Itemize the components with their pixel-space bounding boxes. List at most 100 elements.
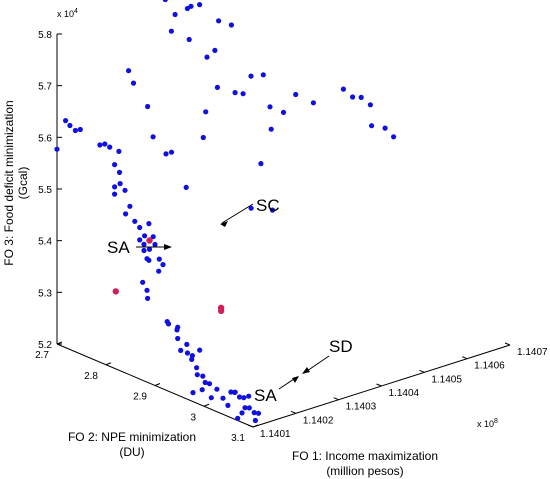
data-point — [77, 126, 83, 133]
data-point — [137, 237, 143, 243]
z-tick-label: 5.2 — [38, 340, 52, 351]
x-tick — [333, 397, 339, 401]
data-point — [391, 134, 397, 140]
z-tick-label: 5.6 — [38, 133, 52, 144]
data-point — [358, 94, 364, 100]
z-tick-label: 5.3 — [38, 288, 52, 299]
data-point — [112, 184, 118, 190]
data-point — [206, 381, 213, 387]
data-point — [112, 162, 118, 168]
data-point — [137, 224, 143, 231]
data-point — [67, 122, 73, 129]
annotation-label-sd: SD — [329, 337, 353, 356]
arrowhead-sa2 — [292, 376, 299, 383]
data-point — [197, 2, 203, 8]
data-point — [186, 36, 192, 43]
data-point — [220, 395, 226, 401]
data-point — [194, 365, 200, 371]
data-point — [127, 203, 133, 209]
data-point — [188, 3, 194, 9]
data-point — [216, 18, 222, 24]
x-tick — [290, 410, 297, 414]
data-point — [204, 54, 210, 60]
y-tick-label: 3 — [190, 412, 196, 423]
x-tick-label: 1.1407 — [517, 347, 548, 358]
highlighted-point-sc — [146, 237, 153, 244]
data-point — [242, 405, 248, 411]
y-tick — [203, 403, 210, 407]
data-point — [174, 327, 180, 333]
x-tick — [419, 369, 425, 373]
y-tick-label: 3.1 — [231, 433, 245, 444]
data-point — [260, 72, 266, 78]
data-point — [156, 256, 162, 262]
data-point — [239, 410, 245, 416]
tick-marks — [56, 33, 511, 428]
data-point — [232, 389, 238, 395]
y-tick — [252, 424, 259, 428]
annotation-label-sc: SC — [256, 196, 280, 215]
x-tick-label: 1.1404 — [389, 388, 420, 399]
data-point — [112, 191, 118, 197]
x-tick-label: 1.1406 — [474, 361, 505, 372]
data-point — [184, 341, 190, 347]
z-tick-label: 5.4 — [38, 237, 52, 248]
data-point — [175, 335, 181, 342]
data-point — [144, 256, 150, 262]
data-point — [232, 90, 238, 96]
data-point — [130, 80, 137, 86]
data-point — [280, 109, 287, 115]
y-tick — [154, 383, 161, 386]
data-point — [165, 321, 172, 327]
y-axis-label-line1: FO 2: NPE minimization — [68, 430, 196, 444]
data-point — [63, 118, 69, 124]
data-point — [140, 279, 146, 285]
x-tick-label: 1.1401 — [260, 429, 291, 440]
annotation-label-sa2: SA — [254, 386, 277, 405]
data-point — [145, 295, 151, 301]
data-point — [248, 73, 254, 79]
data-point — [267, 104, 273, 110]
x-tick-label: 1.1405 — [431, 374, 462, 385]
data-point — [246, 405, 252, 411]
data-point — [236, 394, 243, 400]
data-point — [178, 347, 184, 353]
y-tick-label: 2.8 — [84, 371, 98, 382]
data-point — [152, 241, 158, 248]
data-point — [212, 47, 218, 54]
data-point — [116, 169, 123, 175]
data-point — [183, 184, 189, 190]
data-point — [197, 347, 203, 353]
data-point — [142, 233, 148, 239]
y-axis-label-line2: (DU) — [119, 445, 144, 459]
z-tick-label: 5.8 — [38, 30, 52, 41]
data-point — [122, 187, 128, 193]
data-point — [150, 234, 156, 240]
data-point — [141, 241, 147, 247]
data-point — [208, 395, 214, 401]
x-axis-label-line1: FO 1: Income maximization — [292, 449, 438, 463]
data-point — [255, 410, 262, 416]
y-tick — [105, 362, 112, 366]
z-tick-label: 5.5 — [38, 185, 52, 196]
annotation-arrow-sc — [221, 203, 254, 224]
arrowhead-sd — [302, 367, 310, 374]
data-point — [248, 205, 254, 211]
data-point — [54, 146, 60, 152]
data-point — [146, 221, 152, 227]
data-point — [203, 109, 209, 115]
z-axis-label-line1: FO 3: Food deficit minimization — [2, 100, 16, 265]
data-point — [369, 123, 375, 129]
y-tick-label: 2.7 — [35, 350, 49, 361]
data-point — [184, 350, 191, 356]
x-tick — [247, 424, 254, 428]
data-point — [107, 144, 113, 150]
z-axis-label-line2: (Gcal) — [16, 167, 30, 200]
data-point — [194, 372, 200, 378]
data-point — [117, 181, 123, 187]
data-point — [200, 373, 206, 379]
x-axis-label-line2: (million pesos) — [326, 464, 403, 478]
x-tick — [504, 342, 511, 346]
data-point — [116, 148, 122, 154]
